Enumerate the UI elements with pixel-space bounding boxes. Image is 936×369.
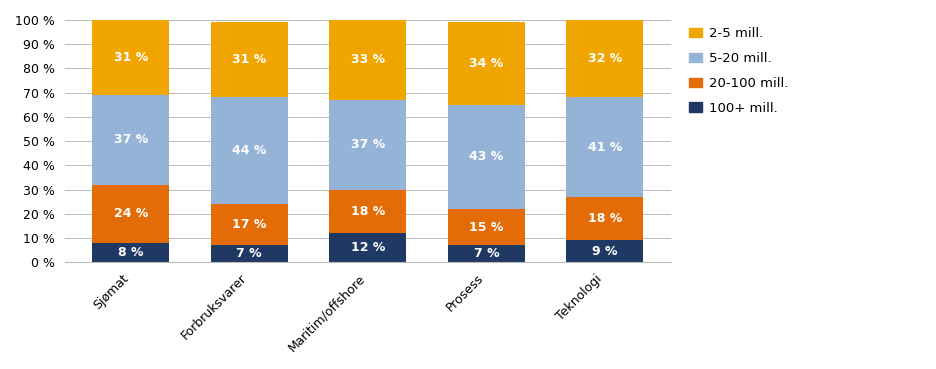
Bar [447,23,525,105]
Bar [329,20,406,100]
Bar [329,100,406,190]
Bar [211,97,287,204]
Text: 43 %: 43 % [469,150,504,163]
Text: 15 %: 15 % [469,221,504,234]
Bar [447,245,525,262]
Bar [92,184,169,243]
Text: 8 %: 8 % [118,246,143,259]
Bar [566,240,643,262]
Text: 12 %: 12 % [351,241,385,254]
Bar [211,245,287,262]
Text: 24 %: 24 % [113,207,148,220]
Legend: 2-5 mill., 5-20 mill., 20-100 mill., 100+ mill.: 2-5 mill., 5-20 mill., 20-100 mill., 100… [683,22,794,120]
Bar [329,233,406,262]
Text: 7 %: 7 % [474,247,499,260]
Text: 44 %: 44 % [232,144,267,157]
Text: 9 %: 9 % [592,245,618,258]
Text: 31 %: 31 % [232,54,267,66]
Bar [92,20,169,95]
Text: 18 %: 18 % [351,205,385,218]
Text: 33 %: 33 % [351,54,385,66]
Bar [447,209,525,245]
Bar [211,23,287,97]
Text: 32 %: 32 % [588,52,622,65]
Text: 7 %: 7 % [237,247,262,260]
Bar [92,243,169,262]
Bar [447,105,525,209]
Bar [566,97,643,197]
Text: 34 %: 34 % [469,57,504,70]
Text: 17 %: 17 % [232,218,267,231]
Text: 18 %: 18 % [588,212,622,225]
Text: 37 %: 37 % [113,133,148,146]
Text: 41 %: 41 % [588,141,622,154]
Bar [566,197,643,240]
Text: 37 %: 37 % [351,138,385,151]
Bar [92,95,169,184]
Bar [329,190,406,233]
Bar [211,204,287,245]
Bar [566,20,643,97]
Text: 31 %: 31 % [113,51,148,64]
